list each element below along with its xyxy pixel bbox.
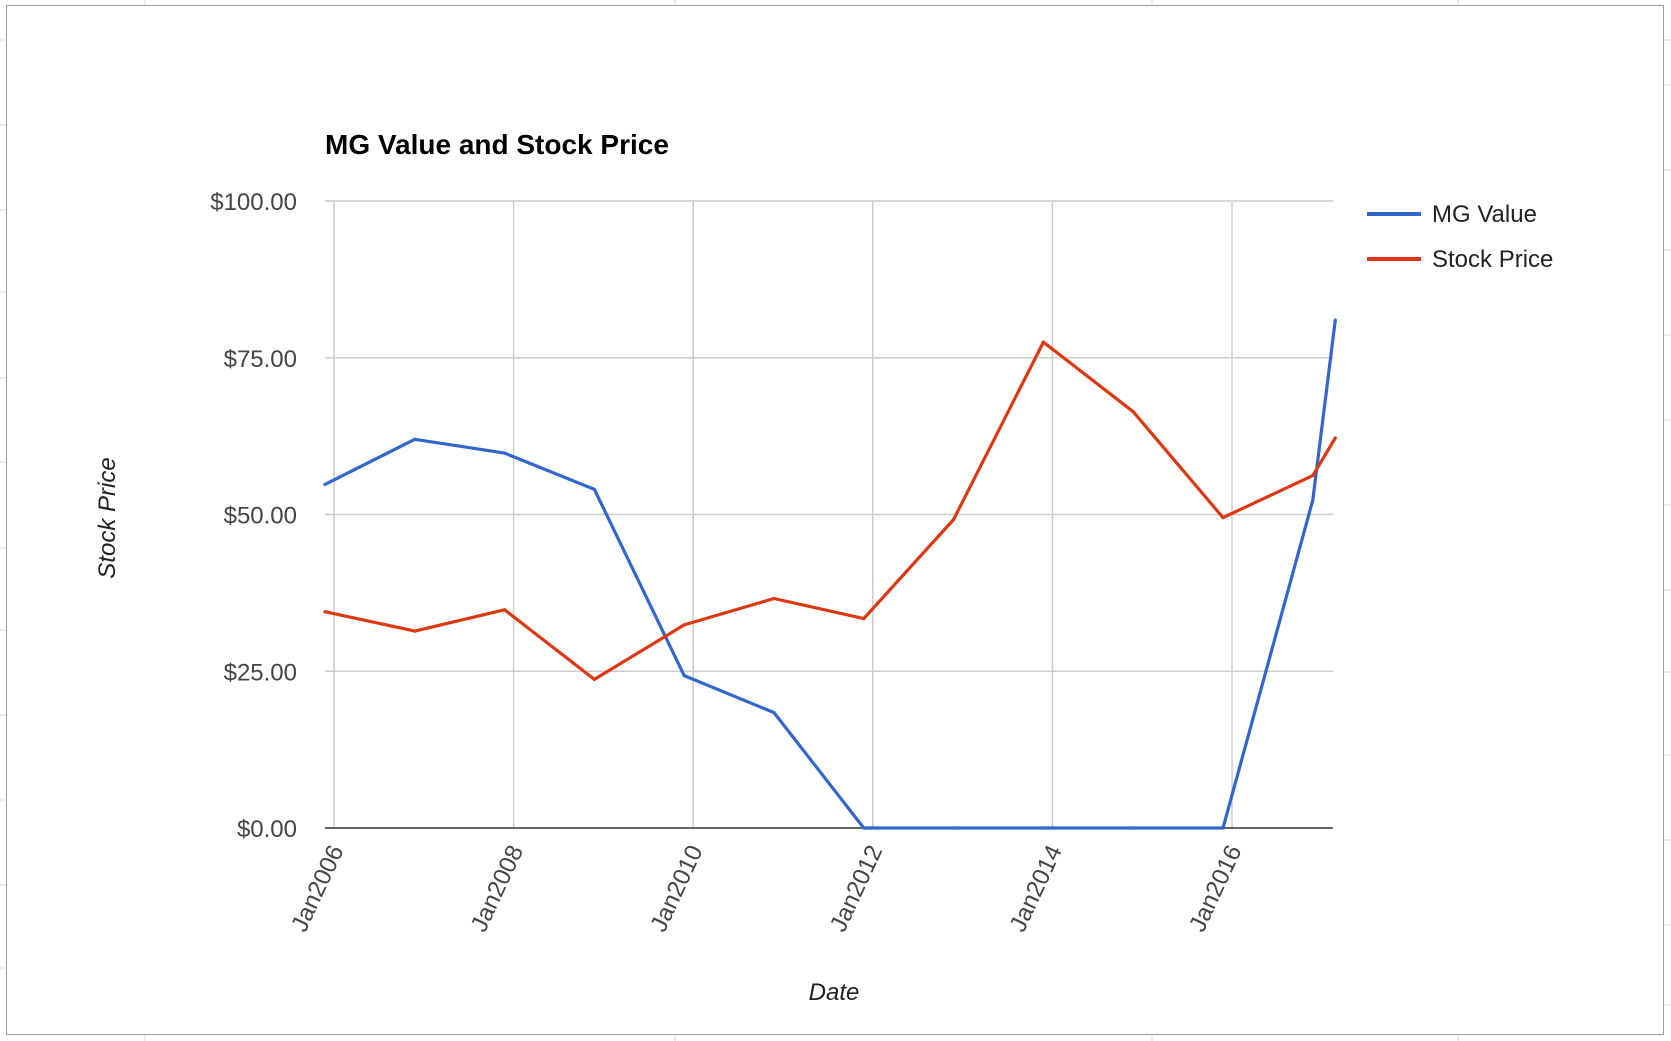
series-line-mg-value[interactable] [324,319,1337,830]
data-point-stock-price[interactable] [772,596,776,601]
data-point-mg-value[interactable] [1311,498,1315,502]
data-point-mg-value[interactable] [682,674,686,678]
series-lines [323,318,1337,830]
data-point-mg-value[interactable] [592,487,597,491]
x-tick-label: Jan2016 [1184,841,1247,936]
x-axis-label: Date [809,979,860,1006]
data-point-stock-price[interactable] [952,517,956,522]
y-axis-label: Stock Price [94,457,121,578]
series-line-stock-price[interactable] [324,340,1337,682]
data-point-stock-price[interactable] [1221,516,1225,520]
line-chart: MG Value and Stock Price Jan2006 Jan2008 J… [94,129,1553,1006]
legend-item-stock-price[interactable]: Stock Price [1367,246,1553,273]
data-point-mg-value[interactable] [323,482,327,486]
data-point-stock-price[interactable] [323,610,327,614]
data-point-stock-price[interactable] [1131,410,1135,414]
data-point-stock-price[interactable] [1311,474,1315,478]
legend-label-mg-value: MG Value [1432,201,1537,228]
x-axis-ticks: Jan2006 Jan2008 Jan2010 Jan2012 Jan2014 Jan20… [286,841,1247,936]
x-tick-label: Jan2010 [645,841,708,936]
legend-label-stock-price: Stock Price [1432,246,1553,273]
chart-title: MG Value and Stock Price [325,129,669,160]
y-tick-label: $0.00 [237,816,297,843]
data-point-mg-value[interactable] [1333,318,1337,322]
data-point-mg-value[interactable] [862,826,866,830]
data-point-mg-value[interactable] [772,711,776,715]
y-tick-label: $75.00 [224,346,297,373]
data-point-mg-value[interactable] [1221,826,1225,830]
data-point-mg-value[interactable] [413,437,417,441]
x-tick-label: Jan2006 [286,841,349,936]
data-point-mg-value[interactable] [1131,826,1135,830]
y-tick-label: $50.00 [224,503,297,530]
gridlines [325,200,1333,828]
y-tick-label: $25.00 [224,659,297,686]
data-point-stock-price[interactable] [503,608,507,612]
x-tick-label: Jan2012 [825,841,888,936]
data-point-mg-value[interactable] [952,826,956,830]
data-point-stock-price[interactable] [1041,340,1045,344]
y-axis-ticks: $0.00 $25.00 $50.00 $75.00 $100.00 [210,189,297,843]
data-point-stock-price[interactable] [682,623,686,627]
chart-container[interactable]: MG Value and Stock Price Jan2006 Jan2008 J… [6,5,1664,1035]
x-tick-label: Jan2008 [466,841,529,936]
data-point-mg-value[interactable] [503,451,507,455]
legend: MG Value Stock Price [1367,201,1553,273]
data-point-stock-price[interactable] [413,629,417,633]
x-tick-label: Jan2014 [1004,841,1067,936]
y-tick-label: $100.00 [210,189,297,216]
data-point-stock-price[interactable] [862,617,866,621]
data-point-stock-price[interactable] [1333,436,1337,440]
data-point-mg-value[interactable] [1041,826,1045,830]
legend-item-mg-value[interactable]: MG Value [1367,201,1537,228]
data-point-stock-price[interactable] [592,677,597,682]
